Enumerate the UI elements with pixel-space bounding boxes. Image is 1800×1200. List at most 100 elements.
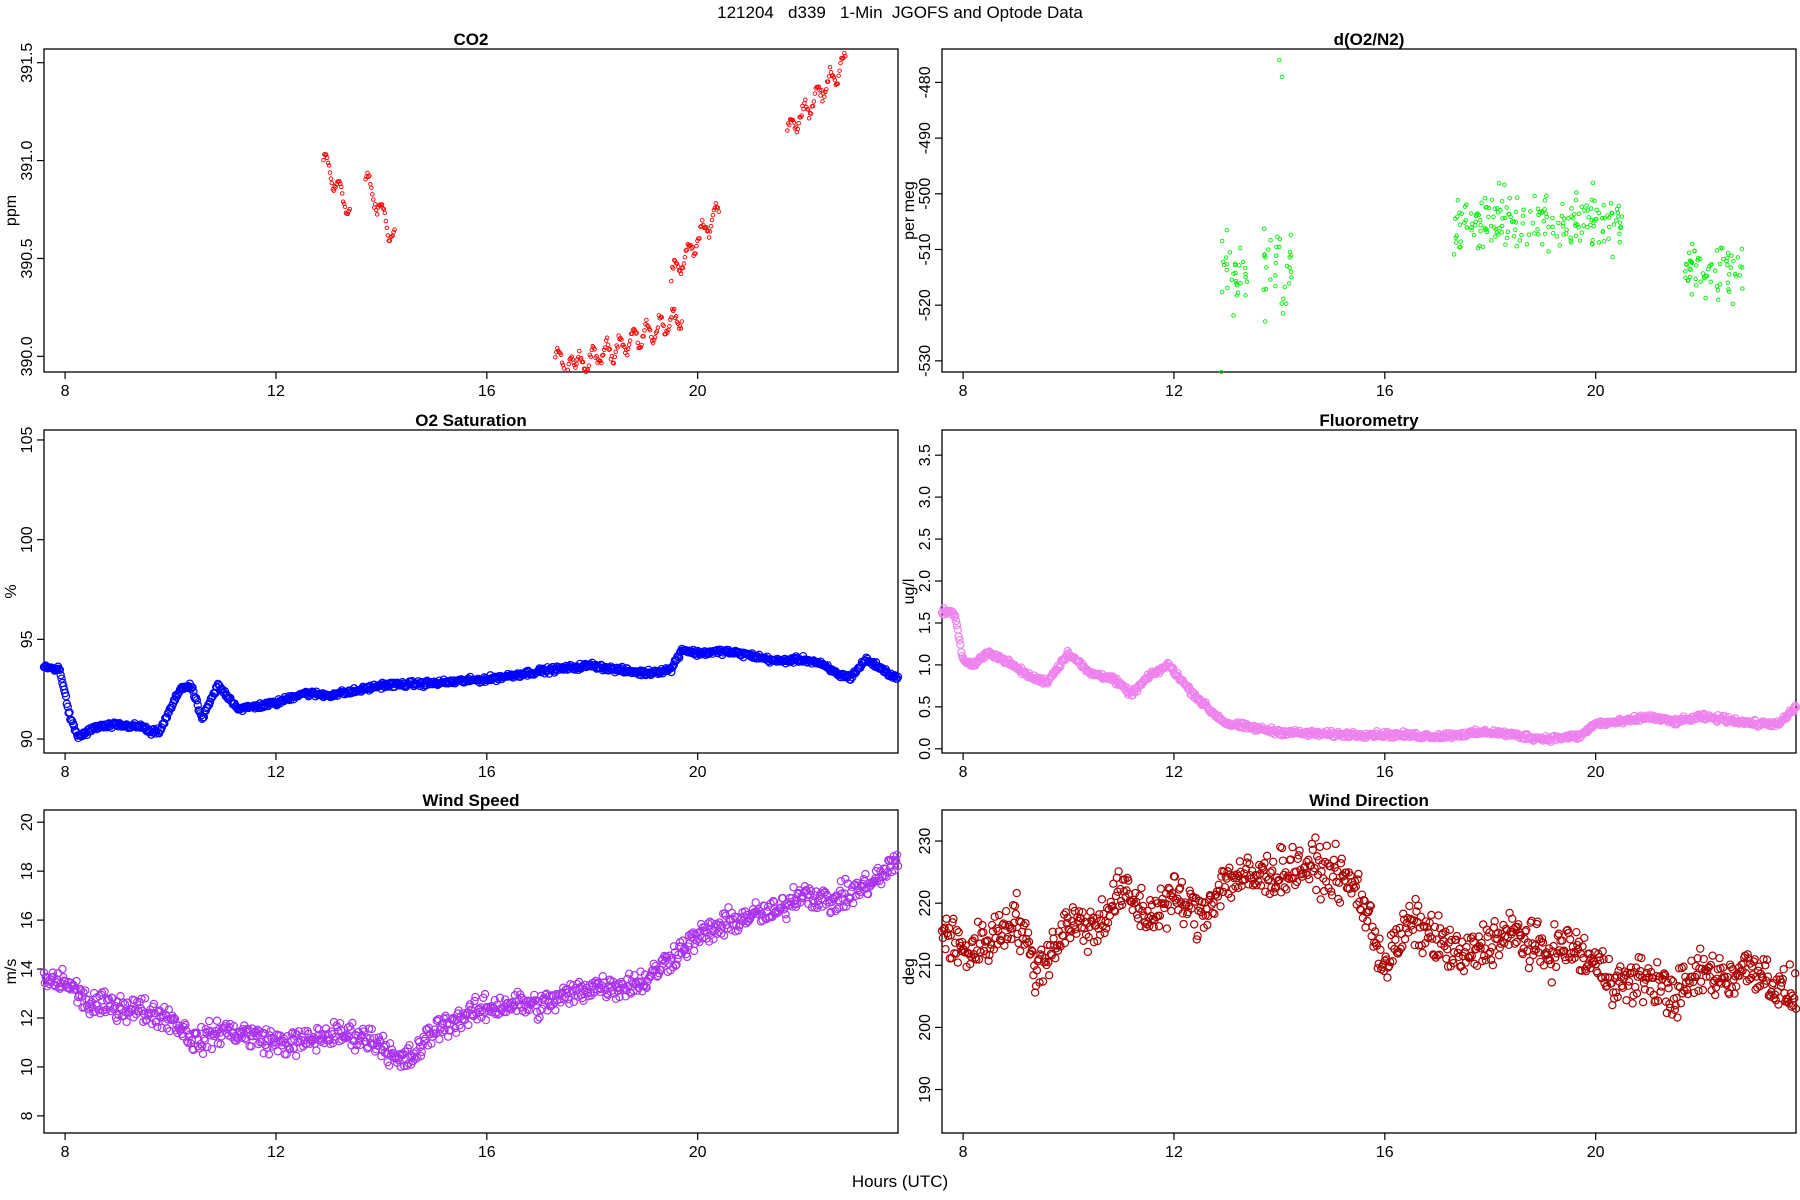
o2n2-data-point — [1546, 224, 1551, 230]
wspd-data-point — [312, 1046, 321, 1055]
o2n2-data-point — [1242, 265, 1248, 271]
wdir-data-point — [1732, 982, 1741, 991]
o2n2-data-point — [1519, 232, 1524, 238]
wdir-data-point — [1305, 875, 1314, 884]
o2n2-data-point — [1279, 74, 1285, 80]
wspd-data-point — [435, 1035, 444, 1044]
wspd-data-point — [100, 987, 109, 996]
o2n2-data-point — [1478, 223, 1483, 228]
co2-plot-frame — [43, 48, 899, 373]
wdir-data-point — [1316, 895, 1325, 904]
o2n2-data-point — [1592, 198, 1597, 204]
co2-data-point — [369, 185, 374, 190]
co2-points — [321, 50, 848, 375]
wdir-data-point — [1512, 937, 1521, 947]
o2n2-data-point — [1492, 206, 1498, 212]
o2n2-data-point — [1539, 209, 1545, 214]
wspd-data-point — [81, 986, 90, 995]
fluoro-data-point — [1187, 690, 1196, 700]
o2n2-data-point — [1244, 279, 1250, 285]
wspd-data-point — [140, 994, 150, 1003]
o2n2-data-point — [1714, 248, 1720, 253]
co2-data-point — [817, 88, 822, 93]
wdir-data-point — [1029, 971, 1038, 980]
co2-data-point — [832, 77, 838, 83]
wdir-data-point — [1015, 946, 1025, 956]
fluoro-data-point — [953, 625, 963, 634]
o2n2-data-point — [1482, 196, 1488, 201]
o2n2-data-point — [1451, 252, 1457, 257]
wdir-data-point — [1400, 934, 1410, 944]
o2n2-data-point — [1489, 197, 1495, 203]
o2n2-data-point — [1484, 227, 1489, 232]
co2-data-point — [601, 352, 606, 358]
wdir-data-point — [1012, 888, 1021, 898]
o2n2-data-point — [1700, 271, 1706, 276]
o2sat-x-tick-label: 8 — [61, 764, 70, 781]
wspd-plot-frame — [43, 809, 899, 1134]
wspd-x-tick-label: 20 — [689, 1144, 707, 1161]
co2-data-point — [802, 101, 807, 106]
o2n2-data-point — [1524, 242, 1530, 247]
o2n2-data-point — [1264, 265, 1269, 270]
wspd-data-point — [416, 1051, 426, 1061]
o2n2-data-point — [1219, 289, 1225, 295]
o2n2-data-point — [1505, 229, 1511, 234]
o2n2-data-point — [1457, 210, 1462, 216]
o2n2-data-point — [1280, 311, 1286, 316]
o2n2-data-point — [1489, 238, 1494, 243]
o2n2-data-point — [1542, 231, 1548, 237]
o2n2-data-point — [1550, 215, 1555, 221]
o2n2-data-point — [1609, 210, 1615, 216]
fluoro-points — [937, 604, 1800, 746]
co2-data-point — [651, 337, 657, 343]
o2n2-data-point — [1502, 182, 1507, 188]
wspd-data-point — [379, 1042, 389, 1051]
wspd-y-tick-label: 14 — [19, 960, 36, 978]
wspd-data-point — [137, 994, 146, 1004]
wspd-data-point — [284, 1044, 294, 1053]
o2n2-data-point — [1503, 242, 1508, 247]
wspd-data-point — [84, 995, 94, 1004]
o2n2-data-point — [1725, 262, 1730, 268]
wspd-data-point — [446, 1026, 455, 1035]
co2-data-point — [326, 163, 332, 168]
co2-data-point — [368, 181, 373, 187]
o2n2-x-tick-label: 16 — [1376, 383, 1394, 400]
co2-data-point — [599, 360, 604, 366]
wspd-data-point — [157, 1023, 166, 1033]
fluoro-data-point — [951, 616, 961, 626]
o2n2-data-point — [1526, 232, 1532, 237]
o2n2-data-point — [1617, 231, 1622, 237]
wspd-y-tick-label: 18 — [19, 862, 36, 880]
wdir-data-point — [1114, 867, 1123, 876]
wspd-data-point — [58, 964, 67, 974]
o2n2-data-point — [1561, 216, 1567, 221]
co2-data-point — [705, 228, 711, 234]
o2n2-data-point — [1721, 256, 1726, 262]
o2n2-y-tick-label: -520 — [917, 289, 934, 321]
wdir-panel-title: Wind Direction — [1309, 791, 1429, 810]
o2n2-data-point — [1584, 203, 1589, 208]
co2-data-point — [555, 345, 560, 351]
o2n2-data-point — [1596, 210, 1602, 216]
wspd-data-point — [181, 1020, 190, 1030]
co2-data-point — [795, 126, 801, 132]
co2-data-point — [561, 366, 567, 371]
o2sat-y-tick-label: 95 — [19, 630, 36, 648]
o2n2-data-point — [1726, 289, 1732, 294]
wspd-data-point — [415, 1042, 425, 1052]
o2n2-data-point — [1683, 269, 1688, 274]
o2n2-data-point — [1288, 269, 1294, 275]
o2n2-data-point — [1727, 272, 1732, 277]
co2-data-point — [645, 323, 650, 328]
o2n2-data-point — [1544, 214, 1549, 220]
co2-data-point — [681, 261, 687, 266]
co2-data-point — [647, 327, 653, 333]
co2-data-point — [624, 353, 630, 358]
o2n2-data-point — [1478, 229, 1483, 234]
o2n2-data-point — [1458, 239, 1463, 244]
co2-data-point — [823, 89, 828, 95]
fluoro-y-tick-label: 0.0 — [917, 738, 934, 760]
o2n2-data-point — [1615, 210, 1621, 216]
